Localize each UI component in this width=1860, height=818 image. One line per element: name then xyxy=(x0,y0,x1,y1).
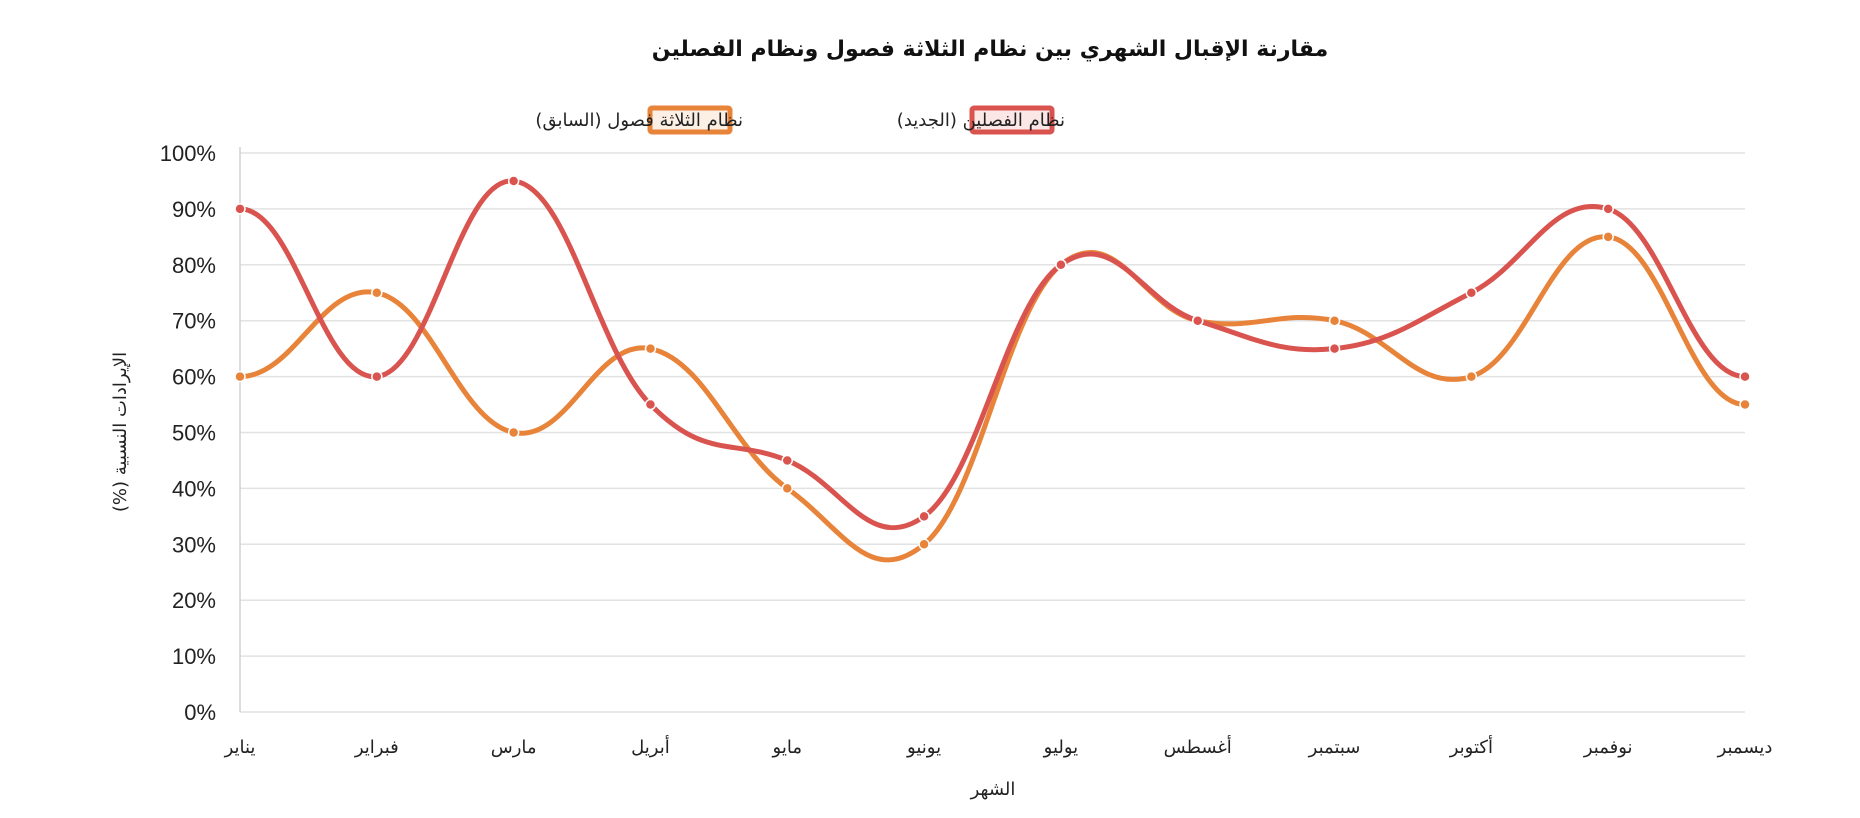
x-tick-label: ديسمبر xyxy=(1717,737,1773,758)
y-tick-label: 20% xyxy=(172,588,216,613)
data-point-0 xyxy=(1602,231,1614,243)
x-tick-label: سبتمبر xyxy=(1308,737,1361,758)
data-point-0 xyxy=(644,342,657,355)
y-tick-label: 80% xyxy=(172,253,216,278)
y-tick-label: 30% xyxy=(172,532,216,557)
x-tick-label: نوفمبر xyxy=(1583,737,1633,758)
x-axis-ticks: يناير فبراير مارس أبريل مايو يونيو يوليو أغسطس س… xyxy=(224,735,1773,758)
data-point-1 xyxy=(1191,314,1204,327)
data-point-0 xyxy=(507,426,520,439)
data-point-1 xyxy=(1602,203,1614,215)
data-point-0 xyxy=(1465,370,1478,383)
y-axis-label: الإيرادات النسبية (%) xyxy=(110,352,131,512)
series-line-0 xyxy=(237,234,1748,563)
data-point-0 xyxy=(234,370,246,383)
x-tick-label: فبراير xyxy=(354,737,399,758)
y-tick-label: 0% xyxy=(184,700,216,725)
data-point-1 xyxy=(234,203,246,215)
legend-label-old: نظام الثلاثة فصول (السابق) xyxy=(535,110,743,131)
y-tick-label: 90% xyxy=(172,197,216,222)
data-point-0 xyxy=(781,482,794,495)
x-tick-label: مارس xyxy=(491,737,537,758)
data-point-1 xyxy=(371,370,383,383)
y-axis-ticks: 0% 10% 20% 30% 40% 50% 60% 70% 80% 90% 100% xyxy=(160,141,216,725)
legend: نظام الفصلين (الجديد) نظام الثلاثة فصول … xyxy=(535,105,1065,135)
legend-swatch-old xyxy=(647,105,733,135)
y-tick-label: 100% xyxy=(160,141,216,166)
x-tick-label: أبريل xyxy=(631,735,670,758)
data-point-0 xyxy=(371,287,383,299)
series-points xyxy=(234,175,1751,551)
series-lines xyxy=(237,178,1748,563)
legend-swatch-new xyxy=(969,105,1055,135)
y-tick-label: 50% xyxy=(172,421,216,446)
y-tick-label: 40% xyxy=(172,476,216,501)
x-tick-label: يناير xyxy=(224,737,256,758)
data-point-1 xyxy=(1465,287,1478,299)
data-point-1 xyxy=(644,398,657,411)
legend-label-new: نظام الفصلين (الجديد) xyxy=(897,110,1065,131)
data-point-1 xyxy=(1055,259,1067,271)
x-tick-label: مايو xyxy=(772,737,802,758)
data-point-1 xyxy=(507,175,520,187)
data-point-1 xyxy=(1328,342,1341,355)
data-point-0 xyxy=(1328,314,1341,327)
data-point-0 xyxy=(918,538,930,551)
y-tick-label: 60% xyxy=(172,365,216,390)
x-axis-label: الشهر xyxy=(970,779,1016,800)
series-line-1 xyxy=(237,178,1748,531)
x-tick-label: أكتوبر xyxy=(1449,735,1493,758)
x-tick-label: أغسطس xyxy=(1164,735,1232,758)
x-tick-label: يونيو xyxy=(906,737,941,758)
y-tick-label: 70% xyxy=(172,309,216,334)
data-point-0 xyxy=(1739,398,1751,411)
gridlines xyxy=(239,147,1745,713)
data-point-1 xyxy=(1739,370,1751,383)
y-tick-label: 10% xyxy=(172,644,216,669)
data-point-1 xyxy=(918,510,930,523)
x-tick-label: يوليو xyxy=(1043,737,1079,758)
data-point-1 xyxy=(781,454,794,467)
chart-title: مقارنة الإقبال الشهري بين نظام الثلاثة ف… xyxy=(652,37,1328,62)
